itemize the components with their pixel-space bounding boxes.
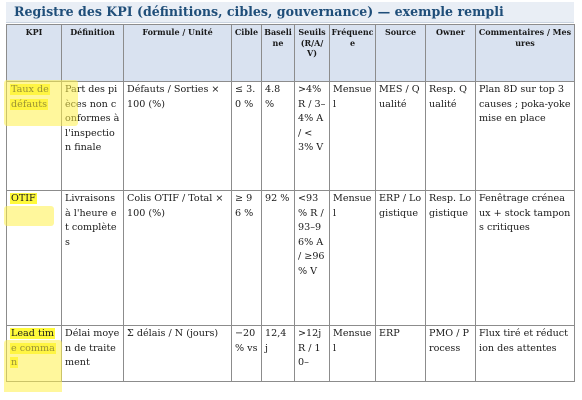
kpi-cell: OTIF	[6, 190, 62, 326]
col-header-comments: Commentaires / Mesures	[475, 24, 575, 82]
table-header-row: KPI Définition Formule / Unité Cible Bas…	[6, 24, 575, 82]
frequency-cell: Mensuel	[329, 325, 376, 382]
col-header-formula: Formule / Unité	[123, 24, 232, 82]
highlighted-kpi-name: OTIF	[10, 193, 37, 204]
formula-cell: Défauts / Sorties × 100 (%)	[123, 81, 232, 191]
comments-cell: Flux tiré et réduction des attentes	[475, 325, 575, 382]
target-cell: ≥ 96 %	[231, 190, 262, 326]
definition-cell: Délai moyen de traitement	[61, 325, 124, 382]
page-cutoff	[0, 392, 582, 400]
col-header-source: Source	[375, 24, 426, 82]
col-header-definition: Définition	[61, 24, 124, 82]
highlighted-kpi-name: Lead time comman	[10, 328, 56, 369]
kpi-cell: Lead time comman	[6, 325, 62, 382]
owner-cell: Resp. Logistique	[425, 190, 476, 326]
thresholds-cell: >4% R / 3–4% A / <3% V	[294, 81, 330, 191]
col-header-baseline: Baseline	[261, 24, 295, 82]
comments-cell: Fenêtrage créneaux + stock tampons criti…	[475, 190, 575, 326]
target-cell: −20 % vs	[231, 325, 262, 382]
kpi-cell: Taux de défauts	[6, 81, 62, 191]
definition-cell: Part des pièces non conformes à l'inspec…	[61, 81, 124, 191]
col-header-frequency: Fréquence	[329, 24, 376, 82]
target-cell: ≤ 3.0 %	[231, 81, 262, 191]
frequency-cell: Mensuel	[329, 190, 376, 326]
table-row: OTIF Livraisons à l'heure et complètes C…	[6, 190, 575, 326]
formula-cell: Colis OTIF / Total × 100 (%)	[123, 190, 232, 326]
definition-cell: Livraisons à l'heure et complètes	[61, 190, 124, 326]
baseline-cell: 4.8 %	[261, 81, 295, 191]
title-bar: Registre des KPI (définitions, cibles, g…	[6, 2, 574, 23]
col-header-thresholds: Seuils (R/A/V)	[294, 24, 330, 82]
col-header-owner: Owner	[425, 24, 476, 82]
kpi-register-table: KPI Définition Formule / Unité Cible Bas…	[6, 24, 575, 382]
col-header-kpi: KPI	[6, 24, 62, 82]
highlighted-kpi-name: Taux de défauts	[10, 84, 50, 110]
source-cell: MES / Qualité	[375, 81, 426, 191]
thresholds-cell: >12j R / 10–	[294, 325, 330, 382]
baseline-cell: 12,4 j	[261, 325, 295, 382]
source-cell: ERP / Logistique	[375, 190, 426, 326]
table-row: Taux de défauts Part des pièces non conf…	[6, 81, 575, 191]
owner-cell: PMO / Process	[425, 325, 476, 382]
baseline-cell: 92 %	[261, 190, 295, 326]
comments-cell: Plan 8D sur top 3 causes ; poka-yoke mis…	[475, 81, 575, 191]
thresholds-cell: <93 % R / 93–96% A / ≥96 % V	[294, 190, 330, 326]
source-cell: ERP	[375, 325, 426, 382]
formula-cell: Σ délais / N (jours)	[123, 325, 232, 382]
col-header-target: Cible	[231, 24, 262, 82]
owner-cell: Resp. Qualité	[425, 81, 476, 191]
frequency-cell: Mensuel	[329, 81, 376, 191]
document-title: Registre des KPI (définitions, cibles, g…	[14, 4, 504, 19]
table-row: Lead time comman Délai moyen de traiteme…	[6, 325, 575, 382]
